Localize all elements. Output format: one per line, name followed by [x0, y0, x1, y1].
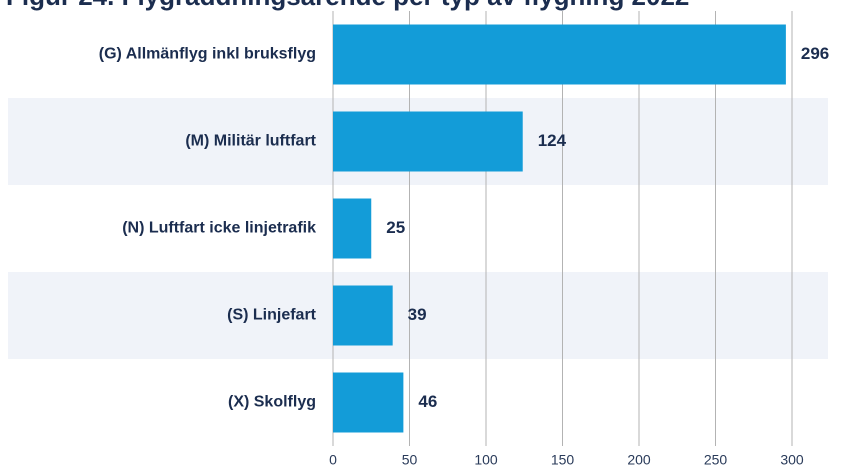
- y-tick-label: (N) Luftfart icke linjetrafik: [122, 220, 316, 237]
- chart-title: Figur 24. Flygräddningsärende per typ av…: [6, 0, 689, 11]
- bar: [333, 285, 393, 346]
- bar: [333, 24, 786, 85]
- x-tick-label: 200: [627, 452, 651, 468]
- row-band: [8, 272, 828, 359]
- bar: [333, 198, 372, 259]
- value-label: 25: [386, 218, 405, 237]
- value-label: 39: [408, 305, 427, 324]
- value-label: 124: [538, 131, 567, 150]
- y-tick-label: (M) Militär luftfart: [185, 133, 316, 150]
- y-tick-label: (S) Linjefart: [227, 307, 317, 324]
- x-tick-label: 100: [474, 452, 498, 468]
- y-tick-label: (X) Skolflyg: [228, 394, 316, 411]
- value-label: 46: [418, 392, 437, 411]
- x-tick-label: 150: [551, 452, 575, 468]
- x-tick-label: 0: [329, 452, 337, 468]
- x-tick-label: 250: [704, 452, 728, 468]
- value-label: 296: [801, 44, 829, 63]
- bar: [333, 111, 523, 172]
- x-tick-label: 50: [402, 452, 418, 468]
- y-tick-label: (G) Allmänflyg inkl bruksflyg: [99, 46, 316, 63]
- bar: [333, 372, 404, 433]
- x-tick-label: 300: [780, 452, 804, 468]
